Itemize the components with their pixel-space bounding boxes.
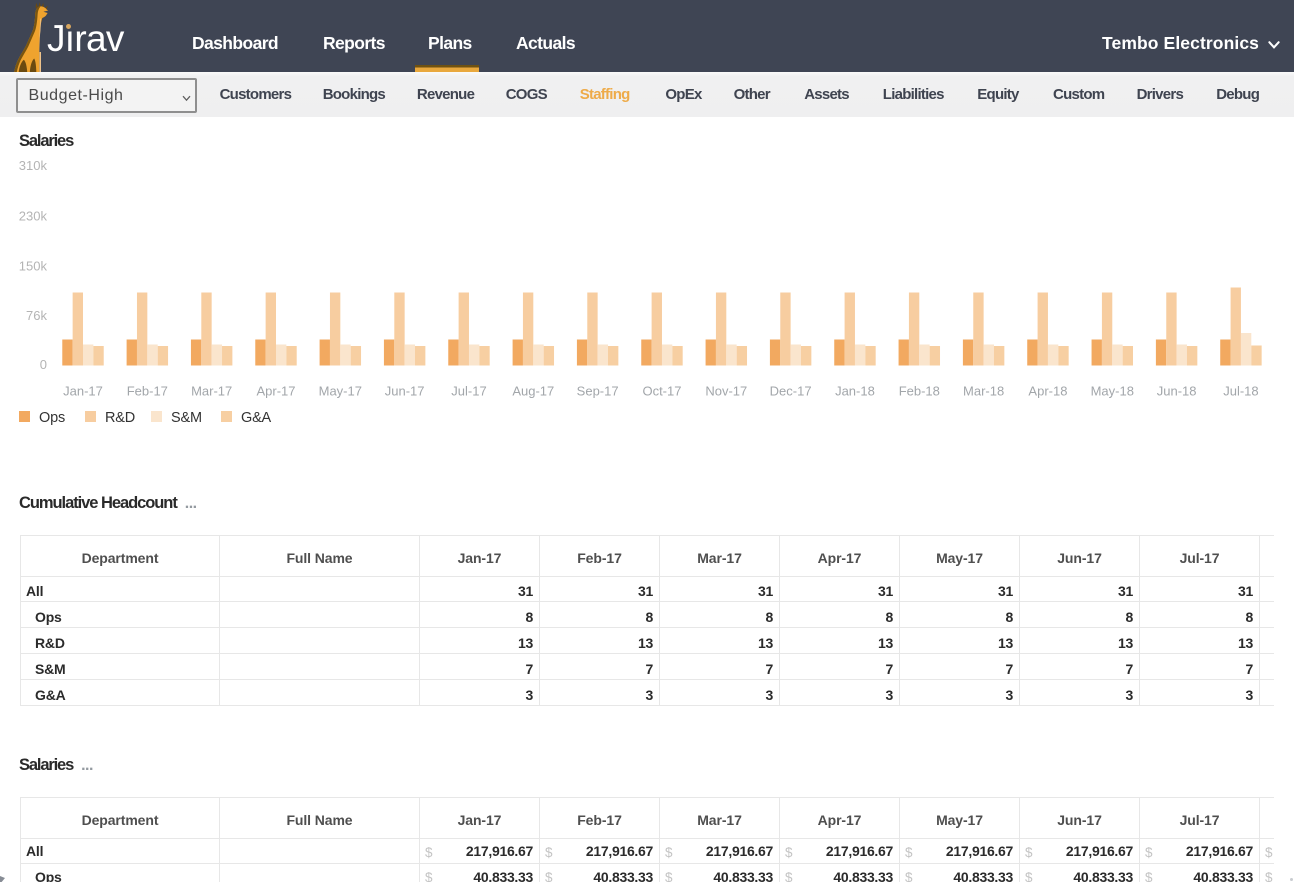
svg-text:310k: 310k xyxy=(19,158,48,173)
svg-text:Nov-17: Nov-17 xyxy=(705,384,747,399)
svg-text:Sep-17: Sep-17 xyxy=(577,384,619,399)
svg-text:150k: 150k xyxy=(19,258,48,273)
svg-text:76k: 76k xyxy=(26,308,47,323)
svg-text:Mar-18: Mar-18 xyxy=(963,384,1004,399)
svg-text:Jan-18: Jan-18 xyxy=(835,384,875,399)
svg-text:Feb-17: Feb-17 xyxy=(127,384,168,399)
svg-text:Jun-17: Jun-17 xyxy=(385,384,425,399)
svg-text:Jul-17: Jul-17 xyxy=(451,384,486,399)
svg-text:Mar-17: Mar-17 xyxy=(191,384,232,399)
svg-text:Jan-17: Jan-17 xyxy=(63,384,103,399)
svg-text:Jun-18: Jun-18 xyxy=(1157,384,1197,399)
svg-text:0: 0 xyxy=(40,357,47,372)
svg-text:Jul-18: Jul-18 xyxy=(1223,384,1258,399)
svg-text:Apr-18: Apr-18 xyxy=(1028,384,1067,399)
svg-text:Feb-18: Feb-18 xyxy=(899,384,940,399)
svg-text:Oct-17: Oct-17 xyxy=(642,384,681,399)
svg-text:Apr-17: Apr-17 xyxy=(256,384,295,399)
svg-text:May-18: May-18 xyxy=(1091,384,1134,399)
svg-text:May-17: May-17 xyxy=(319,384,362,399)
svg-text:Aug-17: Aug-17 xyxy=(512,384,554,399)
svg-text:230k: 230k xyxy=(19,209,48,224)
svg-text:Dec-17: Dec-17 xyxy=(770,384,812,399)
